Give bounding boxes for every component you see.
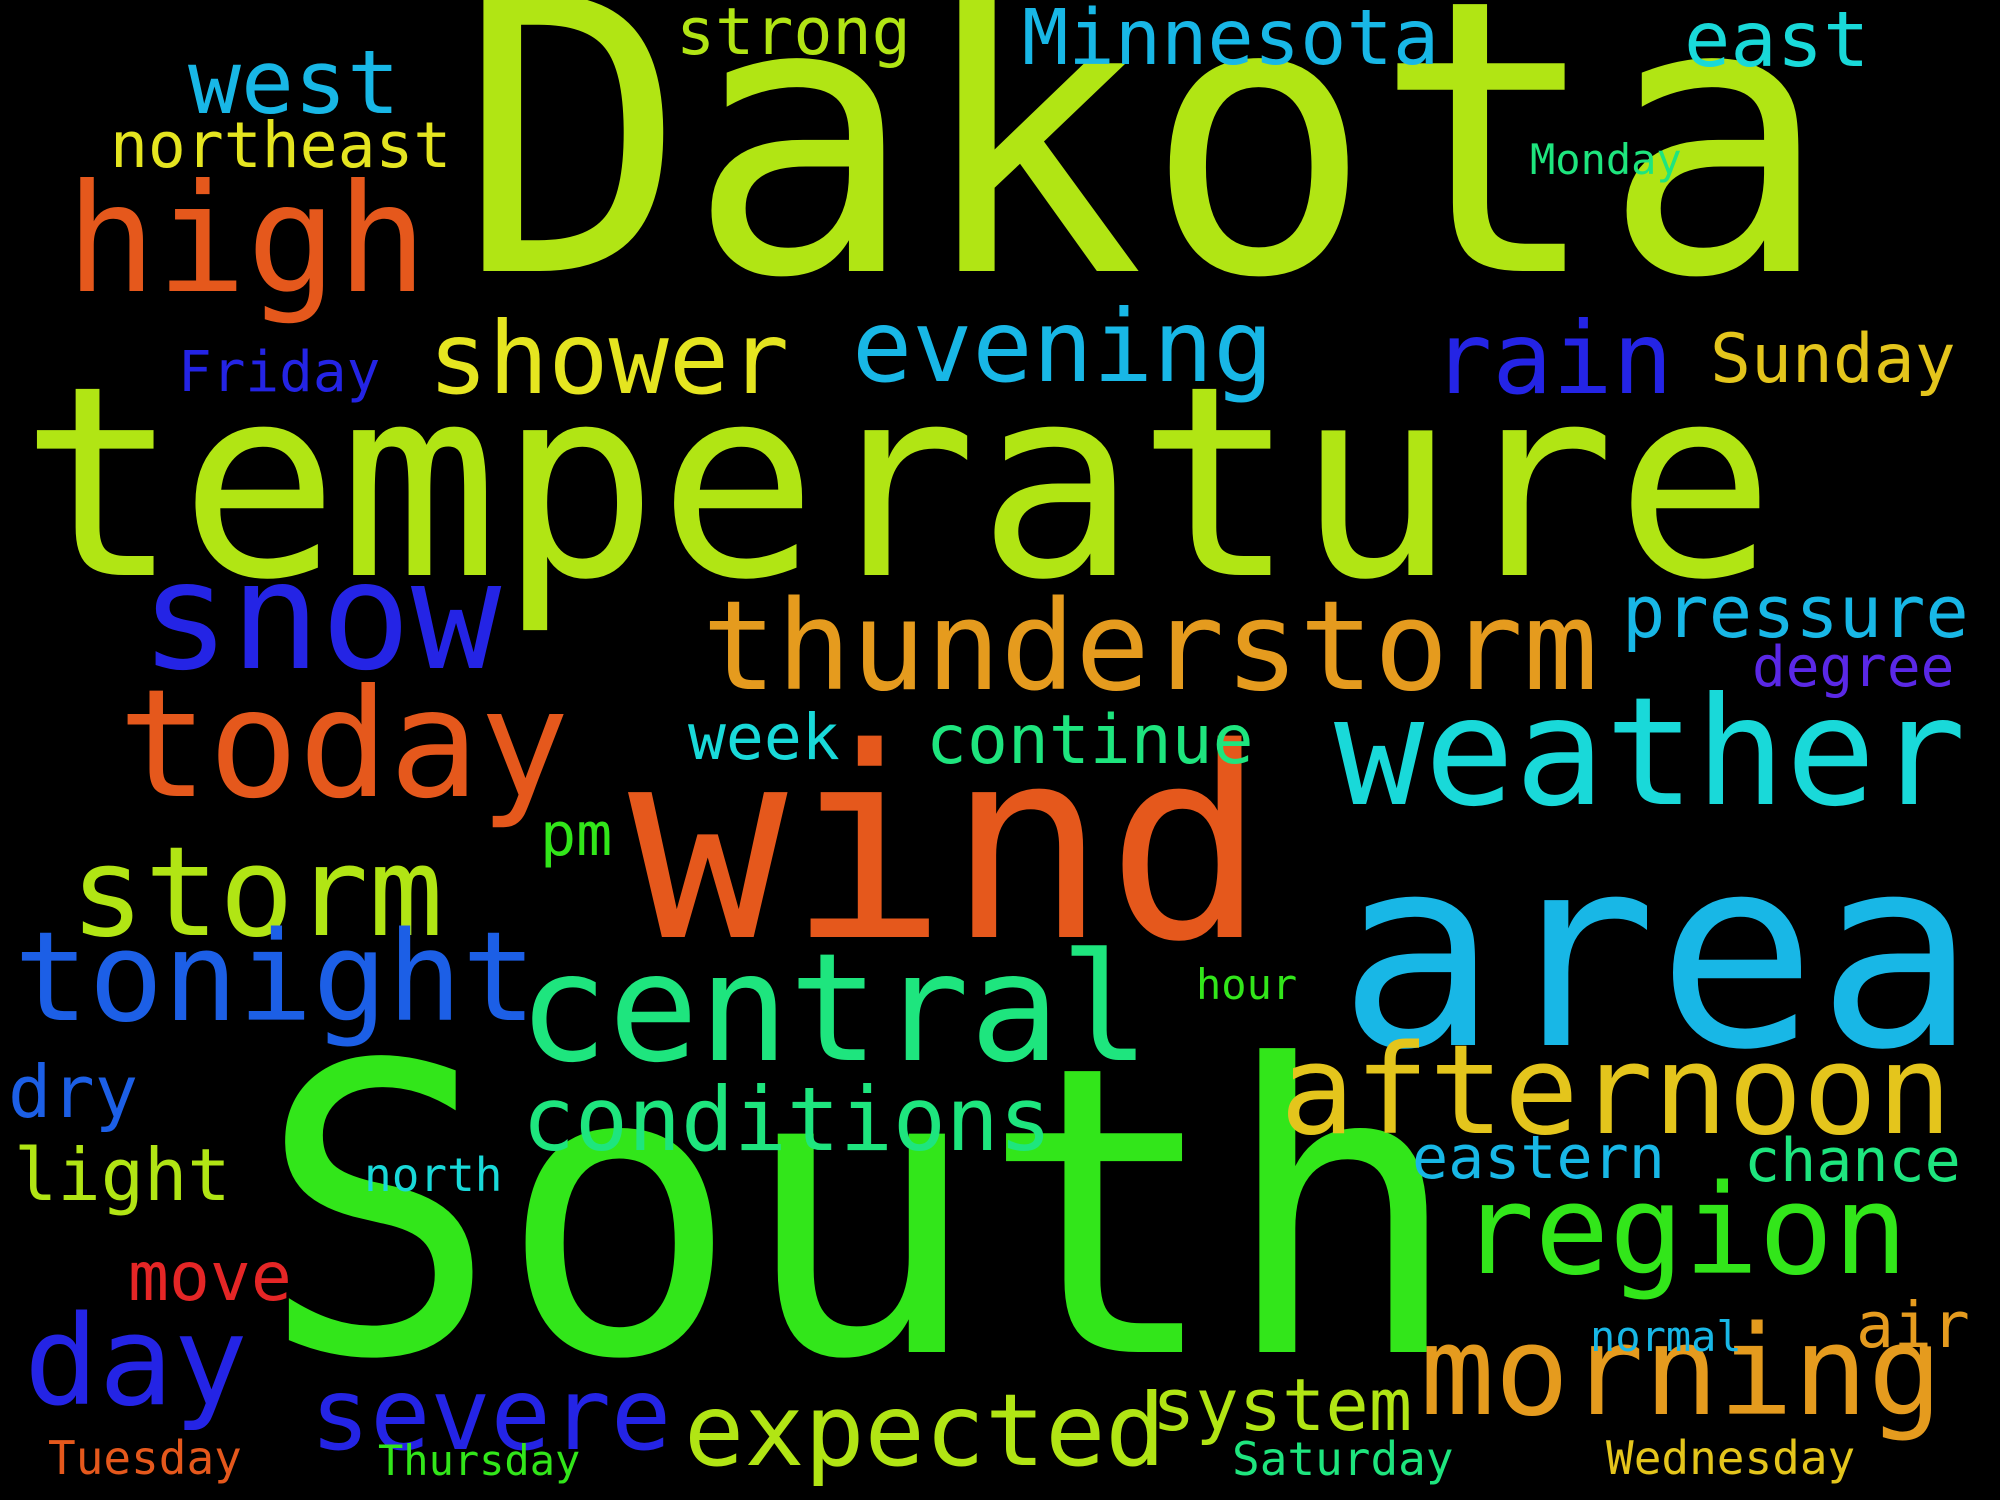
word-severe: severe <box>310 1356 672 1473</box>
word-minnesota: Minnesota <box>1022 0 1440 83</box>
word-tonight: tonight <box>14 906 537 1050</box>
word-evening: evening <box>852 288 1274 405</box>
word-continue: continue <box>926 701 1254 780</box>
word-storm: storm <box>70 821 444 965</box>
word-strong: strong <box>676 0 911 70</box>
word-thunderstorm: thunderstorm <box>702 575 1598 719</box>
word-week: week <box>688 701 840 774</box>
word-saturday: Saturday <box>1232 1432 1454 1486</box>
word-region: region <box>1460 1159 1908 1303</box>
word-west: west <box>188 31 400 134</box>
word-rain: rain <box>1432 300 1673 417</box>
word-today: today <box>118 658 570 832</box>
word-pressure: pressure <box>1622 570 1969 654</box>
word-thursday: Thursday <box>378 1436 581 1485</box>
word-dakota: Dakota <box>458 0 1831 361</box>
word-wind: wind <box>628 692 1267 1000</box>
word-system: system <box>1152 1363 1413 1447</box>
word-weather: weather <box>1334 666 1967 840</box>
word-sunday: Sunday <box>1710 320 1956 399</box>
word-normal: normal <box>1590 1312 1742 1361</box>
word-snow: snow <box>140 530 502 704</box>
word-degree: degree <box>1752 635 1955 700</box>
word-expected: expected <box>684 1372 1166 1489</box>
word-chance: chance <box>1744 1126 1961 1196</box>
word-hour: hour <box>1196 960 1298 1009</box>
word-afternoon: afternoon <box>1280 1019 1952 1163</box>
word-conditions: conditions <box>522 1068 1052 1171</box>
word-morning: morning <box>1420 1300 1943 1444</box>
word-area: area <box>1338 800 1977 1108</box>
word-light: light <box>14 1133 231 1217</box>
word-high: high <box>66 153 428 327</box>
word-air: air <box>1856 1289 1970 1362</box>
word-tuesday: Tuesday <box>48 1431 242 1485</box>
word-monday: Monday <box>1530 135 1682 184</box>
word-northeast: northeast <box>110 109 452 182</box>
word-day: day <box>24 1290 248 1434</box>
word-north: north <box>364 1148 503 1202</box>
word-friday: Friday <box>178 340 381 405</box>
word-east: east <box>1684 0 1870 85</box>
word-south: South <box>258 982 1463 1447</box>
word-eastern: eastern <box>1412 1123 1665 1193</box>
word-pm: pm <box>540 800 613 870</box>
word-temperature: temperature <box>20 330 1775 638</box>
word-dry: dry <box>8 1050 139 1134</box>
word-shower: shower <box>428 300 790 417</box>
word-wednesday: Wednesday <box>1606 1431 1856 1485</box>
word-central: central <box>518 922 1151 1096</box>
word-move: move <box>128 1238 292 1317</box>
